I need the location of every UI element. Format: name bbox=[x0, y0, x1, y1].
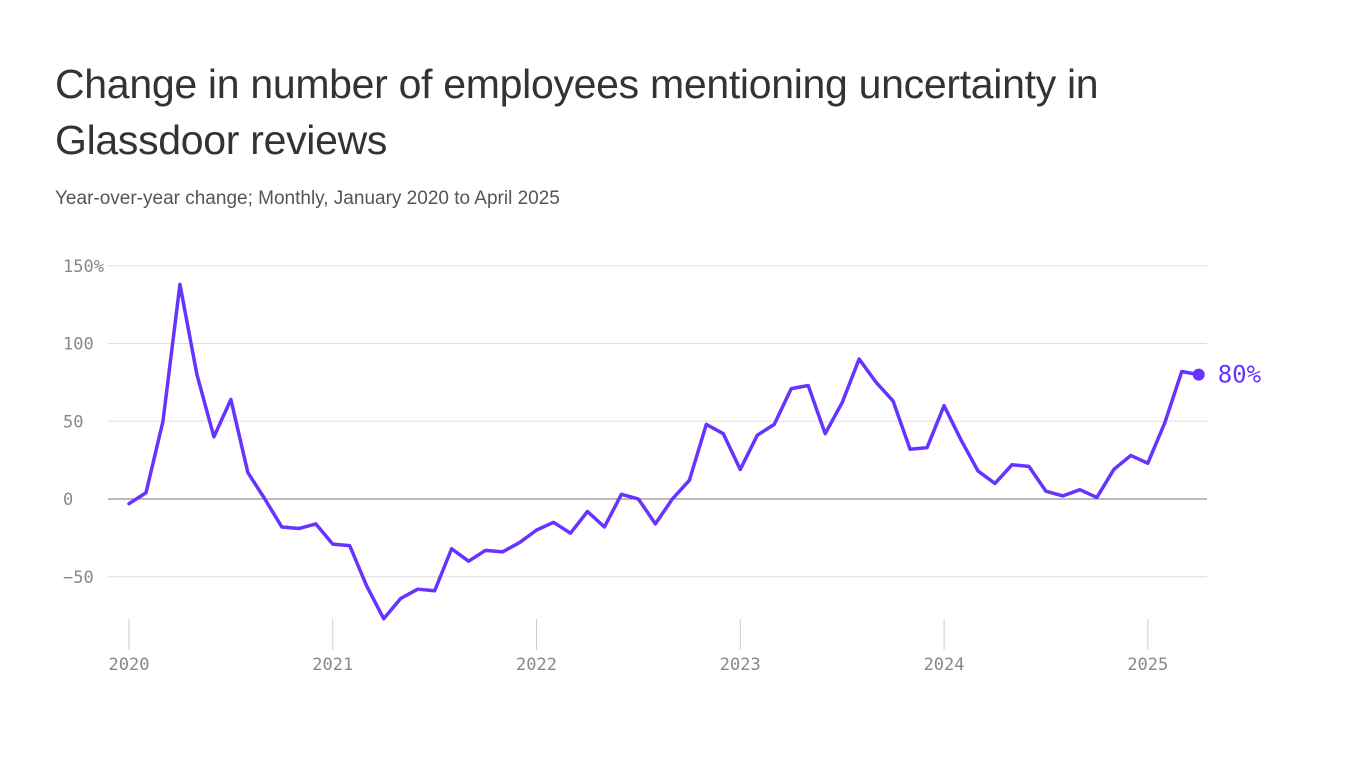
y-tick-label: 150% bbox=[63, 257, 104, 277]
grid-lines bbox=[108, 265, 1207, 578]
x-axis-ticks: 2020 2021 2022 2023 2024 2025 bbox=[109, 619, 1168, 675]
y-axis-ticks: 150% 100 50 0 −50 bbox=[63, 257, 104, 588]
x-tick-label: 2025 bbox=[1127, 655, 1168, 675]
chart-title: Change in number of employees mentioning… bbox=[55, 61, 1099, 163]
end-point-marker bbox=[1192, 368, 1205, 381]
x-tick-label: 2020 bbox=[109, 655, 150, 675]
chart-subtitle: Year-over-year change; Monthly, January … bbox=[55, 188, 560, 209]
y-tick-label: 100 bbox=[63, 335, 94, 355]
x-tick-label: 2022 bbox=[516, 655, 557, 675]
y-tick-label: −50 bbox=[63, 568, 94, 588]
y-tick-label: 50 bbox=[63, 412, 83, 432]
series-line bbox=[127, 282, 1201, 621]
y-tick-label: 0 bbox=[63, 490, 73, 510]
end-value-label: 80% bbox=[1218, 361, 1262, 389]
x-tick-label: 2024 bbox=[924, 655, 965, 675]
x-tick-label: 2023 bbox=[720, 655, 761, 675]
x-tick-label: 2021 bbox=[312, 655, 353, 675]
series-layer: 80% bbox=[127, 282, 1262, 621]
